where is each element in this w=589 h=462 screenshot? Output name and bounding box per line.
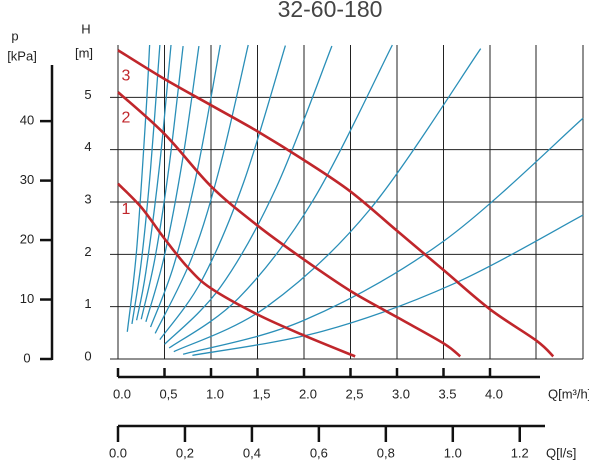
- x-tick-label: 4.0: [485, 386, 503, 401]
- x-tick-label: 0.0: [113, 386, 131, 401]
- y-tick-label: 4: [84, 139, 91, 154]
- x2-tick-label: 0,2: [176, 445, 194, 460]
- p-unit: [kPa]: [7, 48, 37, 63]
- system-curve: [126, 44, 151, 332]
- pump-curve: [117, 49, 555, 358]
- x-label: Q[m³/h]: [548, 386, 589, 401]
- x2-tick-label: 0,4: [243, 445, 261, 460]
- x-tick-label: 3.5: [438, 386, 456, 401]
- curve-label: 3: [122, 67, 131, 84]
- system-curve: [159, 45, 287, 341]
- curve-label: 1: [122, 201, 131, 218]
- system-curve: [192, 214, 584, 356]
- p-tick-label: 30: [20, 172, 34, 187]
- x2-tick-label: 0.0: [109, 445, 127, 460]
- x2-tick-label: 1.2: [511, 445, 529, 460]
- y-label: H: [81, 21, 90, 36]
- p-tick-label: 40: [20, 113, 34, 128]
- p-label: p: [11, 28, 18, 43]
- system-curve: [145, 45, 200, 323]
- y-tick-label: 1: [84, 296, 91, 311]
- system-curve: [154, 44, 249, 334]
- pump-curve: [117, 182, 356, 358]
- x2-label: Q[l/s]: [546, 445, 576, 460]
- system-curve: [168, 44, 393, 349]
- x-tick-label: 2,5: [345, 386, 363, 401]
- system-curve: [164, 45, 333, 345]
- y-tick-label: 0: [84, 348, 91, 363]
- x2-tick-label: 0,6: [310, 445, 328, 460]
- x-tick-label: 1.0: [206, 386, 224, 401]
- system-curve: [131, 44, 161, 325]
- x-tick-label: 1,5: [252, 386, 270, 401]
- system-curve: [173, 48, 482, 353]
- curve-label: 2: [122, 109, 131, 126]
- system-curve: [182, 117, 584, 355]
- x-tick-label: 0,5: [159, 386, 177, 401]
- y-tick-label: 3: [84, 191, 91, 206]
- p-tick-label: 20: [20, 231, 34, 246]
- system-curve: [140, 45, 184, 320]
- x2-tick-label: 0,8: [377, 445, 395, 460]
- x-tick-label: 2.0: [299, 386, 317, 401]
- y-tick-label: 2: [84, 244, 91, 259]
- x-tick-label: 3.0: [392, 386, 410, 401]
- p-tick-label: 0: [23, 350, 30, 365]
- y-unit: [m]: [75, 45, 93, 60]
- system-curve: [149, 44, 221, 328]
- system-curve: [135, 44, 172, 321]
- y-tick-label: 5: [84, 87, 91, 102]
- p-tick-label: 10: [20, 291, 34, 306]
- chart-title: 32-60-180: [278, 0, 383, 22]
- x2-tick-label: 1.0: [444, 445, 462, 460]
- pump-curve: [117, 91, 462, 358]
